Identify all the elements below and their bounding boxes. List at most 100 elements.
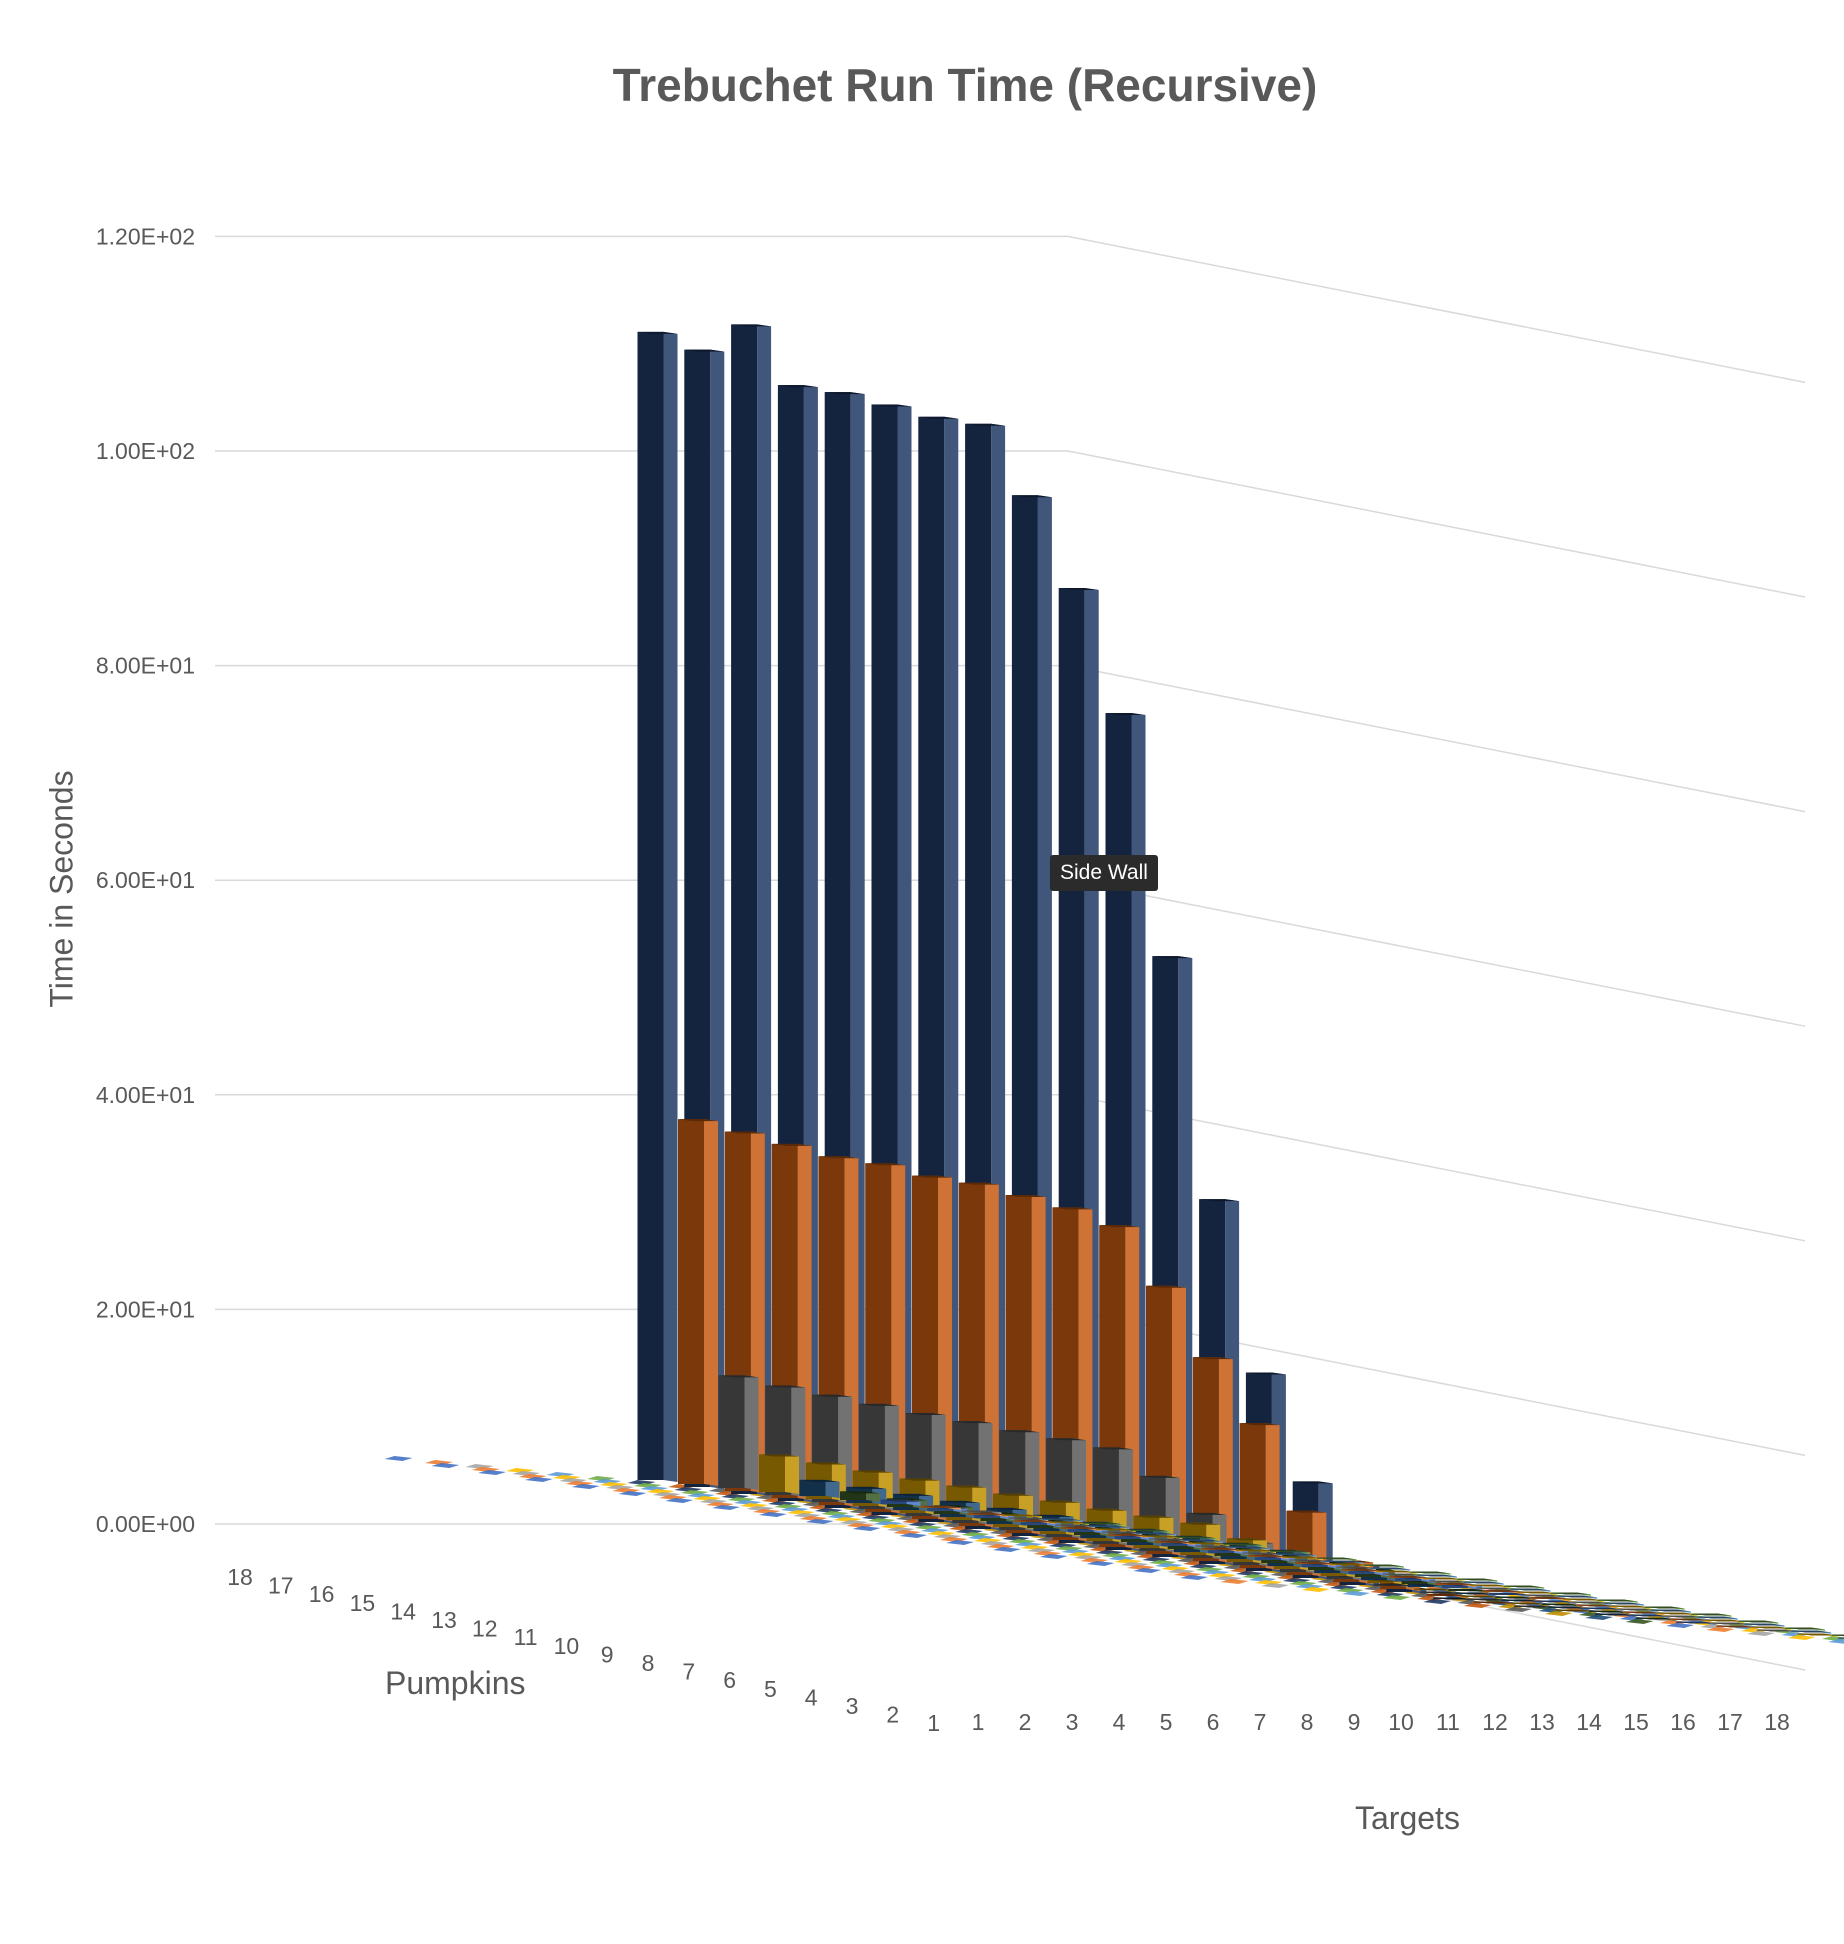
- x-axis-ticks: 1 2 3 4 5 6 7 8 9 10 11 12 13 14 15 16 17 18: [972, 1709, 1790, 1735]
- floor-marker: [946, 1540, 975, 1545]
- bar-top: [1616, 1608, 1657, 1611]
- bar-front: [1301, 1562, 1328, 1567]
- bar: [1461, 1595, 1501, 1599]
- bar: [1569, 1601, 1610, 1605]
- bar: [1416, 1574, 1457, 1578]
- y-tick-label: 1.00E+02: [96, 438, 195, 464]
- bar-top: [1148, 1538, 1189, 1541]
- bar-top: [1516, 1591, 1557, 1594]
- bar-top: [1535, 1600, 1576, 1603]
- depth-tick-label: 12: [472, 1616, 498, 1642]
- bar-top: [1644, 1606, 1685, 1609]
- bar: [1142, 1535, 1183, 1539]
- depth-tick-label: 7: [682, 1659, 695, 1685]
- floor-marker: [1301, 1587, 1330, 1592]
- bar: [961, 1510, 1002, 1514]
- bar-top: [1467, 1598, 1508, 1601]
- bar-top: [858, 1403, 899, 1406]
- bar-top: [1650, 1609, 1691, 1612]
- bar-front: [1838, 1637, 1844, 1639]
- y-tick-label: 0.00E+00: [96, 1511, 195, 1537]
- bar-front: [1326, 1574, 1353, 1579]
- bar-side: [663, 331, 678, 1482]
- bar: [1523, 1594, 1564, 1598]
- bar: [1510, 1588, 1551, 1592]
- bar-top: [1342, 1568, 1383, 1571]
- bar-top: [1838, 1637, 1844, 1639]
- bar-top: [1373, 1583, 1414, 1586]
- bar: [1616, 1608, 1657, 1612]
- bar-top: [1785, 1627, 1825, 1630]
- floor-marker: [1787, 1635, 1816, 1640]
- bar-top: [1414, 1588, 1455, 1591]
- bar-top: [1831, 1634, 1844, 1637]
- x-tick-label: 7: [1254, 1709, 1267, 1735]
- bar: [1182, 1539, 1223, 1543]
- depth-tick-label: 10: [554, 1633, 580, 1659]
- bar-top: [999, 1430, 1040, 1433]
- bar: [1588, 1610, 1629, 1614]
- bar: [1410, 1571, 1451, 1575]
- x-tick-label: 11: [1436, 1709, 1460, 1735]
- bar-side: [1218, 1357, 1233, 1563]
- bar: [1785, 1627, 1825, 1631]
- bar-top: [1507, 1602, 1548, 1605]
- bar: [1557, 1595, 1598, 1599]
- bar: [1516, 1591, 1557, 1595]
- bar-front: [1395, 1576, 1422, 1581]
- bar-top: [893, 1493, 934, 1496]
- x-tick-label: 14: [1576, 1709, 1602, 1735]
- bar: [1055, 1524, 1096, 1528]
- bar-top: [1317, 1557, 1357, 1560]
- y-tick-label: 2.00E+01: [96, 1296, 195, 1322]
- bar-top: [1797, 1633, 1838, 1636]
- bar: [1476, 1587, 1517, 1591]
- bar-top: [1697, 1616, 1738, 1619]
- bar-top: [777, 385, 818, 388]
- bar-front: [799, 1479, 826, 1496]
- bar-top: [1089, 1525, 1130, 1528]
- bar-top: [1223, 1543, 1264, 1546]
- bar: [1282, 1556, 1323, 1560]
- bar-top: [1557, 1595, 1598, 1598]
- bar: [1270, 1550, 1311, 1554]
- bar: [1223, 1543, 1264, 1547]
- depth-tick-label: 4: [805, 1684, 818, 1710]
- bar-top: [759, 1454, 799, 1457]
- bar-top: [1046, 1438, 1087, 1441]
- bar-top: [731, 324, 772, 327]
- bar-top: [1542, 1603, 1582, 1606]
- depth-tick-label: 5: [764, 1676, 777, 1702]
- floor-marker: [1039, 1554, 1068, 1559]
- bar: [1101, 1531, 1142, 1535]
- bar-top: [1523, 1594, 1564, 1597]
- bar-top: [1504, 1585, 1545, 1588]
- bar: [1691, 1613, 1732, 1617]
- bar-top: [1704, 1619, 1744, 1622]
- depth-tick-label: 15: [350, 1590, 376, 1616]
- bar: [1148, 1538, 1189, 1542]
- bar-top: [1595, 1613, 1636, 1616]
- bar-top: [946, 1485, 987, 1488]
- bar: [1095, 1528, 1136, 1532]
- x-tick-label: 1: [972, 1709, 985, 1735]
- bar: [1514, 1605, 1555, 1609]
- bar: [1644, 1606, 1685, 1610]
- bar: [1554, 1609, 1595, 1613]
- bar-top: [1389, 1575, 1429, 1578]
- bar-top: [958, 1182, 999, 1185]
- bar: [1189, 1542, 1230, 1546]
- bar-top: [1588, 1610, 1629, 1613]
- floor-marker: [1747, 1631, 1776, 1636]
- gridline: [1067, 235, 1806, 384]
- bar-front: [759, 1454, 785, 1492]
- bar: [1317, 1557, 1357, 1561]
- bar-front: [840, 1491, 866, 1500]
- floor-marker: [618, 1491, 647, 1496]
- bar-top: [1236, 1549, 1276, 1552]
- bar-top: [1488, 1592, 1529, 1595]
- floor-marker: [1828, 1639, 1844, 1644]
- floor-marker: [478, 1470, 507, 1475]
- bar-top: [1710, 1622, 1751, 1625]
